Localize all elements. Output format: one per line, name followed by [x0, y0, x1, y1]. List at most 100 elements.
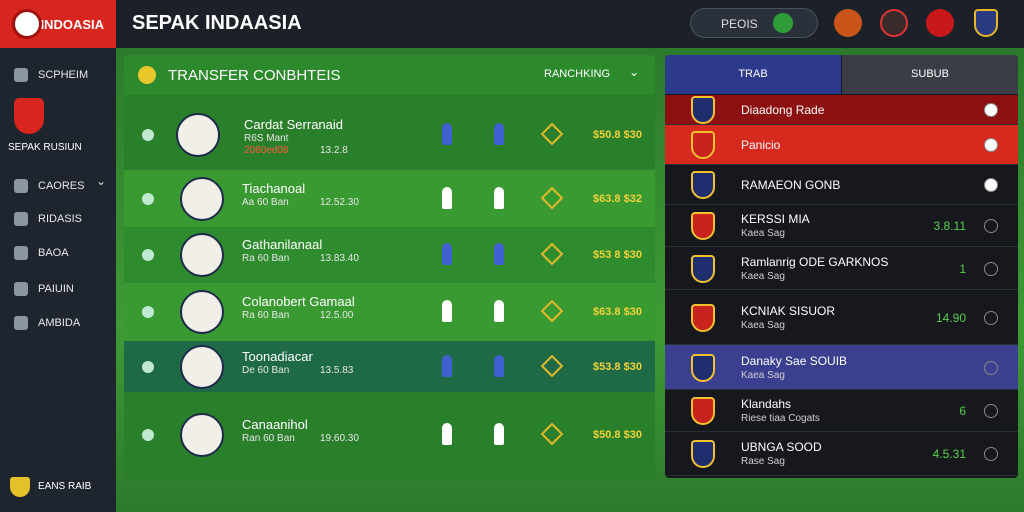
club-row[interactable]: Panicio [665, 125, 1018, 165]
club-value: 14.90 [935, 310, 966, 325]
club-panel: TRAB SUBUB Diaadong Rade Panicio RAMAEON GON… [665, 55, 1018, 478]
club-sub: Rase Sag [741, 456, 785, 467]
player-time: 13.83.40 [320, 253, 359, 264]
club-value: 1 [959, 261, 966, 276]
player-avatar [180, 344, 224, 389]
sidebar-item[interactable]: CAORES [38, 180, 85, 192]
club-crest [691, 131, 715, 159]
player-price: $50.8 $30 [593, 429, 642, 441]
club-row[interactable]: Klandahs Riese tiaa Cogats 6 [665, 390, 1018, 432]
player-time: 19.60.30 [320, 433, 359, 444]
club-crest [691, 171, 715, 199]
player-figure [494, 354, 504, 377]
sidebar-icon [14, 282, 28, 296]
row-icon [142, 360, 154, 373]
club-badge[interactable] [926, 9, 954, 37]
club-badge[interactable] [974, 9, 998, 37]
club-crest [691, 353, 715, 382]
transfer-panel: TRANSFER CONBHTEIS RANCHKING ⌄ 1ato2001a… [124, 55, 655, 478]
club-name: Panicio [741, 138, 781, 152]
rating-badge [540, 422, 564, 446]
rating-badge [540, 354, 564, 377]
club-name: Diaadong Rade [741, 103, 825, 117]
row-icon [142, 192, 154, 205]
sort-dropdown[interactable]: RANCHKING [544, 68, 611, 80]
row-action[interactable] [984, 138, 998, 152]
player-note: 2060ed08 [244, 144, 289, 156]
row-action[interactable] [984, 178, 998, 192]
dropdown-chevron[interactable]: ⌄ [629, 65, 640, 79]
sidebar-item[interactable]: BAOA [38, 247, 69, 259]
player-row[interactable]: Colanobert Gamaal Ra 60 Ban 12.5.00 $63.8 $… [124, 283, 655, 341]
app-title: SEPAK INDAASIA [132, 12, 302, 34]
club-row[interactable]: UBNGA SOOD Rase Sag 4.5.31 [665, 432, 1018, 476]
club-row[interactable]: RAMAEON GONB [665, 165, 1018, 205]
player-price: $63.8 $32 [593, 192, 642, 205]
club-row[interactable]: KCNIAK SISUOR Kaea Sag 14.90 [665, 290, 1018, 345]
row-action[interactable] [984, 261, 998, 276]
rating-badge [540, 242, 564, 266]
row-action[interactable] [984, 219, 998, 233]
club-crest [691, 303, 715, 332]
player-row[interactable]: Toonadiacar De 60 Ban 13.5.83 $53.8 $30 [124, 341, 655, 392]
row-action[interactable] [984, 103, 998, 117]
row-action[interactable] [984, 404, 998, 418]
club-sub: Riese tiaa Cogats [741, 413, 820, 424]
sidebar-item[interactable]: SCPHEIM [38, 69, 89, 81]
panel-header [124, 55, 655, 95]
player-row[interactable]: Cardat Serranaid R6S Mant 2060ed08 13.2.8 $5… [124, 99, 655, 170]
sidebar-item[interactable]: AMBIDA [38, 317, 81, 329]
row-icon [142, 128, 154, 141]
player-row[interactable]: Canaanihol Ran 60 Ban 19.60.30 $50.8 $30 [124, 392, 655, 478]
tab[interactable]: TRAB [665, 55, 841, 94]
player-detail: De 60 Ban [242, 364, 290, 376]
player-name: Canaanihol [242, 417, 308, 432]
club-value: 4.5.31 [932, 447, 966, 461]
row-action[interactable] [984, 310, 998, 325]
sidebar: SEPAK RUSIUN EANS RAIB SCPHEIM CAORES RIDA… [0, 48, 116, 512]
player-avatar [180, 233, 224, 277]
search-text: PEOIS [721, 17, 758, 31]
expand-chevron[interactable]: ⌄ [96, 174, 107, 188]
player-figure [442, 122, 452, 145]
player-figure [442, 186, 452, 209]
sidebar-footer[interactable]: EANS RAIB [38, 481, 92, 492]
player-figure [494, 186, 504, 209]
club-badge[interactable] [834, 9, 862, 37]
player-name: Toonadiacar [242, 348, 313, 364]
player-figure [494, 300, 504, 322]
tab[interactable]: SUBUB [842, 55, 1018, 94]
club-row[interactable]: Ramlanrig ODE GARKNOS Kaea Sag 1 [665, 247, 1018, 290]
sidebar-item[interactable]: PAIUIN [38, 283, 74, 295]
club-sub: Kaea Sag [741, 319, 785, 331]
player-row[interactable]: Gathanilanaal Ra 60 Ban 13.83.40 $53 8 $30 [124, 227, 655, 283]
club-row[interactable]: KERSSI MIA Kaea Sag 3.8.11 [665, 205, 1018, 247]
player-figure [494, 423, 504, 445]
player-row[interactable]: Tiachanoal Aa 60 Ban 12.52.30 $63.8 $32 [124, 170, 655, 227]
club-crest [691, 440, 715, 468]
player-price: $63.8 $30 [593, 306, 642, 318]
player-price: $50.8 $30 [593, 128, 642, 141]
sidebar-icon [14, 68, 28, 82]
row-icon [142, 429, 154, 441]
club-row[interactable]: Danaky Sae SOUIB Kaea Sag [665, 345, 1018, 390]
player-name: Colanobert Gamaal [242, 294, 355, 309]
row-action[interactable] [984, 360, 998, 375]
club-badge[interactable] [880, 9, 908, 37]
logo-badge [12, 9, 42, 39]
search-toggle[interactable] [773, 13, 793, 33]
club-row[interactable]: Diaadong Rade [665, 95, 1018, 125]
player-detail: R6S Mant [244, 132, 289, 144]
search-box[interactable]: PEOIS [690, 8, 818, 38]
club-crest [691, 212, 715, 240]
club-name: KCNIAK SISUOR [741, 303, 836, 318]
player-detail: Ra 60 Ban [242, 310, 290, 321]
row-action[interactable] [984, 447, 998, 461]
sidebar-icon [14, 316, 28, 330]
sidebar-icon [14, 246, 28, 260]
sidebar-item[interactable]: RIDASIS [38, 213, 83, 225]
player-time: 13.5.83 [320, 364, 354, 376]
club-name: SEPAK RUSIUN [8, 142, 82, 153]
player-name: Gathanilanaal [242, 237, 323, 252]
panel-title: TRANSFER CONBHTEIS [168, 67, 341, 84]
